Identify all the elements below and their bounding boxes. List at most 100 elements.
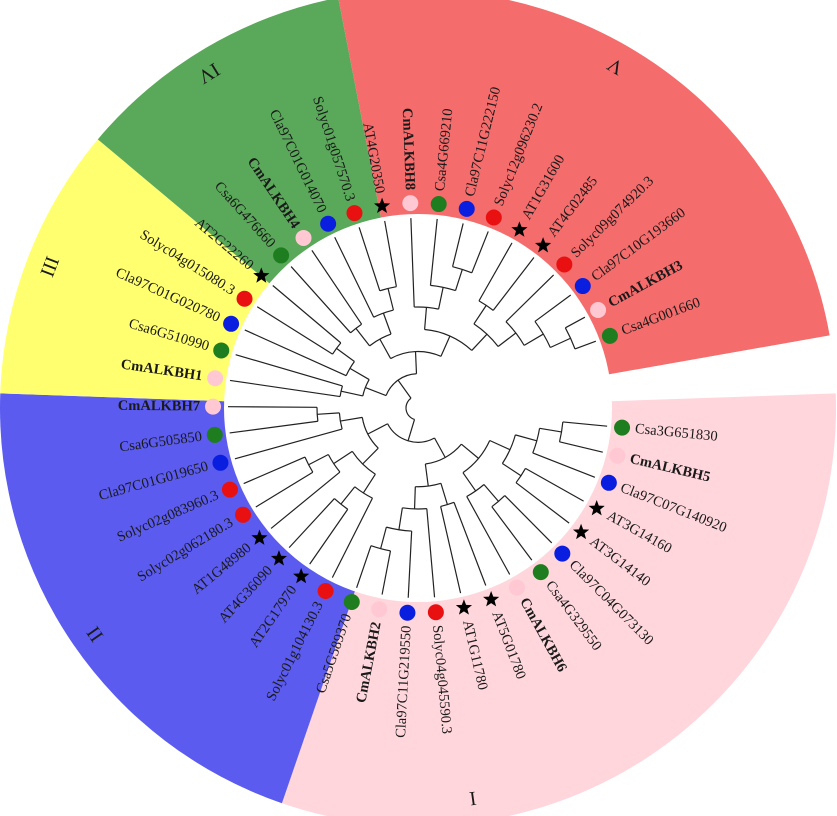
branch: [440, 506, 462, 594]
branch: [255, 471, 314, 508]
star-icon: [373, 197, 391, 214]
branch-arc: [564, 327, 576, 350]
branch: [523, 333, 544, 346]
branch: [539, 427, 562, 433]
circle-marker-icon: [485, 209, 502, 226]
branch: [497, 332, 517, 347]
star-icon: [535, 237, 552, 253]
branch: [311, 250, 363, 325]
circle-marker-icon: [601, 327, 618, 344]
branch: [434, 437, 446, 458]
branch: [398, 507, 403, 530]
circle-marker-icon: [430, 196, 447, 213]
species-markers: [205, 195, 631, 621]
circle-marker-icon: [343, 594, 360, 611]
circle-marker-icon: [273, 247, 290, 264]
branch: [349, 367, 370, 381]
branch: [334, 236, 375, 318]
circle-marker-icon: [236, 290, 253, 307]
star-icon: [253, 267, 270, 283]
branch-arc: [316, 407, 319, 422]
branch: [355, 327, 371, 347]
branch-arc: [354, 486, 373, 499]
branch-arc: [361, 417, 379, 449]
branch-arc: [339, 385, 343, 397]
branch-arc: [478, 300, 494, 311]
branch: [229, 379, 341, 398]
branch: [473, 305, 487, 325]
branch: [256, 306, 333, 355]
circle-marker-icon: [590, 302, 607, 319]
branch: [525, 467, 584, 502]
circle-marker-icon: [371, 601, 388, 618]
branch: [424, 307, 428, 330]
branch: [358, 227, 381, 292]
branch: [413, 486, 416, 509]
branch: [367, 423, 388, 435]
branch: [243, 456, 306, 485]
branch: [478, 242, 513, 302]
branch-arc: [405, 397, 415, 421]
branch: [362, 447, 379, 465]
branch: [234, 428, 343, 460]
tree-disc: [224, 214, 612, 602]
branch: [309, 508, 349, 565]
branch: [336, 347, 355, 363]
circle-marker-icon: [207, 370, 224, 387]
branch: [380, 526, 387, 549]
circle-marker-icon: [427, 604, 444, 621]
circle-marker-icon: [458, 200, 475, 217]
branch: [397, 379, 412, 399]
branch: [452, 223, 464, 267]
branch: [270, 471, 341, 529]
branch: [565, 316, 586, 329]
branch: [331, 497, 373, 578]
circle-marker-icon: [574, 278, 591, 295]
circle-marker-icon: [221, 481, 238, 498]
branch: [229, 420, 318, 434]
branch: [407, 419, 416, 441]
circle-marker-icon: [402, 195, 419, 212]
star-icon: [293, 567, 310, 584]
star-icon: [270, 550, 288, 566]
branch: [410, 218, 415, 308]
circle-marker-icon: [212, 454, 229, 471]
branch: [491, 506, 533, 561]
branch: [505, 274, 555, 323]
branch: [414, 351, 418, 374]
branch: [340, 416, 363, 422]
branch: [333, 450, 353, 465]
branch: [290, 266, 351, 334]
branch: [317, 412, 340, 415]
branch: [462, 472, 477, 492]
star-icon: [251, 529, 268, 545]
branch-arc: [402, 507, 427, 510]
circle-marker-icon: [614, 419, 631, 436]
branch: [532, 452, 596, 478]
branch: [562, 421, 608, 427]
branch: [489, 439, 511, 451]
branch: [466, 496, 511, 575]
branch: [502, 462, 522, 477]
branch: [365, 386, 387, 397]
branch-arc: [462, 440, 491, 474]
branch: [550, 337, 571, 349]
circle-marker-icon: [205, 398, 222, 415]
leaf-label: Csa3G651830: [634, 421, 718, 445]
leaf-label: CmALKBH8: [399, 108, 418, 191]
circle-marker-icon: [320, 215, 337, 232]
branch: [438, 287, 444, 310]
branch: [362, 473, 376, 494]
branch: [384, 220, 397, 287]
branch-arc: [327, 454, 341, 473]
branch: [340, 486, 356, 505]
circle-marker-icon: [346, 205, 363, 222]
branch: [440, 483, 448, 505]
circle-marker-icon: [295, 229, 312, 246]
circle-marker-icon: [508, 579, 525, 596]
star-icon: [572, 523, 590, 540]
branch: [515, 434, 537, 442]
branch: [574, 340, 597, 350]
